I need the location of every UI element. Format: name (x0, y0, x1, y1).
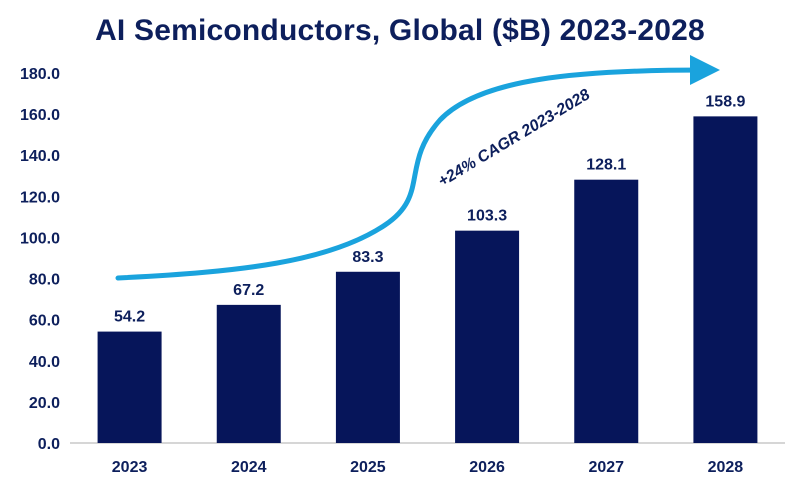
category-label-2023: 2023 (112, 459, 148, 476)
data-label-2024: 67.2 (233, 282, 264, 299)
bar-2023 (97, 331, 162, 443)
y-tick-label: 140.0 (20, 148, 60, 165)
y-tick-label: 60.0 (29, 313, 60, 330)
y-tick-label: 180.0 (20, 66, 60, 83)
category-label-2026: 2026 (469, 459, 505, 476)
data-label-2026: 103.3 (467, 208, 507, 225)
y-tick-label: 0.0 (38, 436, 60, 453)
y-tick-label: 40.0 (29, 354, 60, 371)
category-label-2027: 2027 (588, 459, 624, 476)
bar-2024 (216, 304, 281, 443)
data-label-2023: 54.2 (114, 309, 145, 326)
y-tick-label: 120.0 (20, 189, 60, 206)
data-label-2025: 83.3 (352, 249, 383, 266)
bar-2025 (335, 271, 400, 443)
category-label-2024: 2024 (231, 459, 267, 476)
y-tick-label: 20.0 (29, 395, 60, 412)
bar-2027 (574, 179, 639, 443)
bar-2026 (455, 230, 520, 443)
y-tick-label: 80.0 (29, 272, 60, 289)
cagr-annotation: +24% CAGR 2023-2028 (435, 86, 593, 190)
y-tick-label: 100.0 (20, 230, 60, 247)
data-label-2027: 128.1 (586, 157, 626, 174)
chart-title: AI Semiconductors, Global ($B) 2023-2028 (95, 14, 705, 47)
growth-arrow (115, 55, 720, 281)
bar-2028 (693, 116, 758, 443)
y-tick-label: 160.0 (20, 107, 60, 124)
category-label-2028: 2028 (708, 459, 744, 476)
data-label-2028: 158.9 (705, 93, 745, 110)
category-label-2025: 2025 (350, 459, 386, 476)
